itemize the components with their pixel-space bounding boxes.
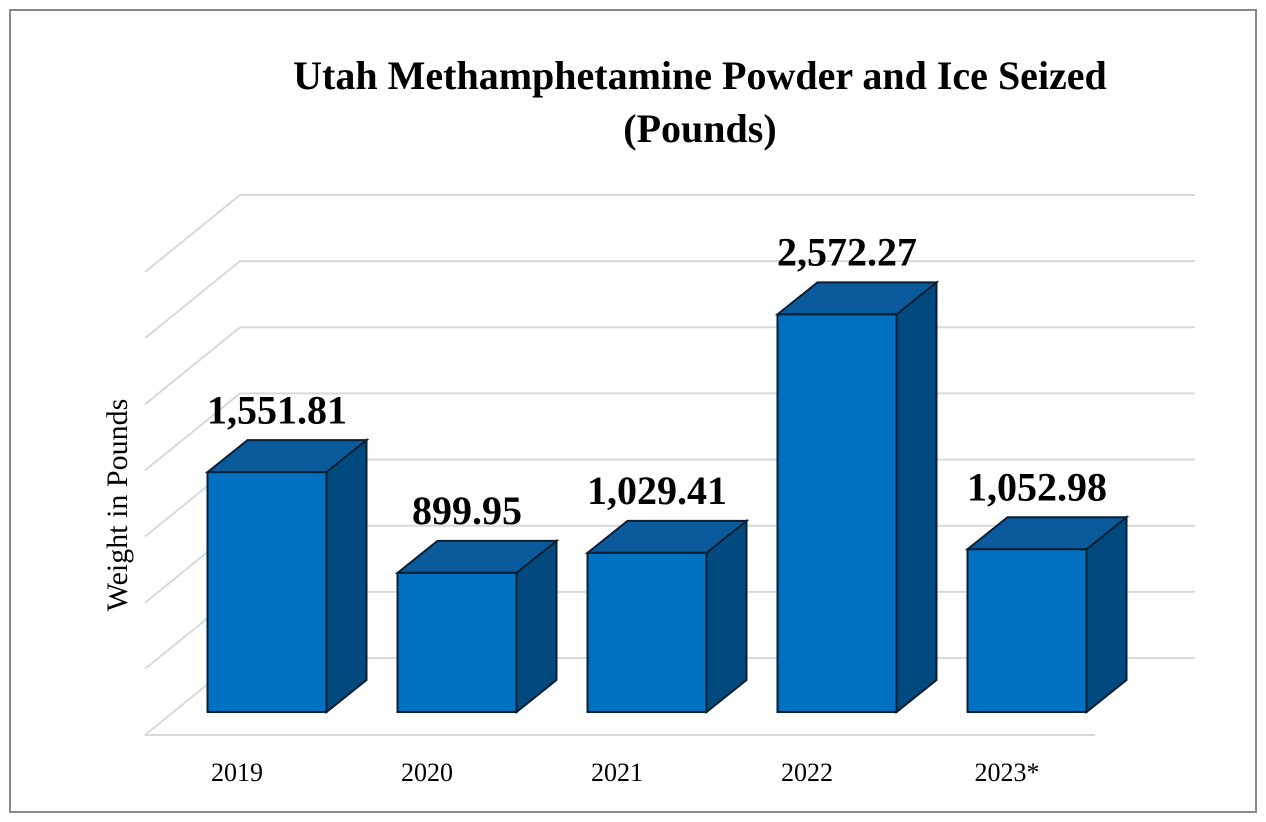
bar-front: [396, 571, 518, 713]
bar-side: [325, 438, 368, 715]
bar-front: [586, 551, 708, 713]
x-tick-label: 2019: [211, 758, 263, 787]
y-axis-label: Weight in Pounds: [101, 399, 134, 612]
x-tick-label: 2023*: [975, 758, 1040, 787]
data-label: 2,572.27: [777, 230, 917, 275]
x-tick-label: 2021: [591, 758, 643, 787]
bar-front: [966, 548, 1088, 713]
bar: [204, 438, 370, 715]
chart-subtitle: (Pounds): [623, 106, 776, 151]
bar: [964, 515, 1130, 715]
bar-side: [705, 518, 748, 715]
data-label: 899.95: [412, 488, 522, 533]
data-label: 1,551.81: [207, 387, 347, 432]
x-tick-label: 2022: [781, 758, 833, 787]
bar-side: [1085, 515, 1128, 715]
data-label: 1,052.98: [967, 464, 1107, 509]
bar-front: [776, 313, 898, 713]
bar-side: [895, 280, 938, 715]
bar: [394, 538, 560, 715]
data-label: 1,029.41: [587, 468, 727, 513]
grid-line: [144, 194, 1195, 273]
x-tick-label: 2020: [401, 758, 453, 787]
grid-line: [144, 260, 1195, 339]
bar-front: [206, 471, 328, 713]
bar: [774, 280, 940, 715]
chart-title: Utah Methamphetamine Powder and Ice Seiz…: [293, 53, 1107, 98]
bar: [584, 518, 750, 715]
